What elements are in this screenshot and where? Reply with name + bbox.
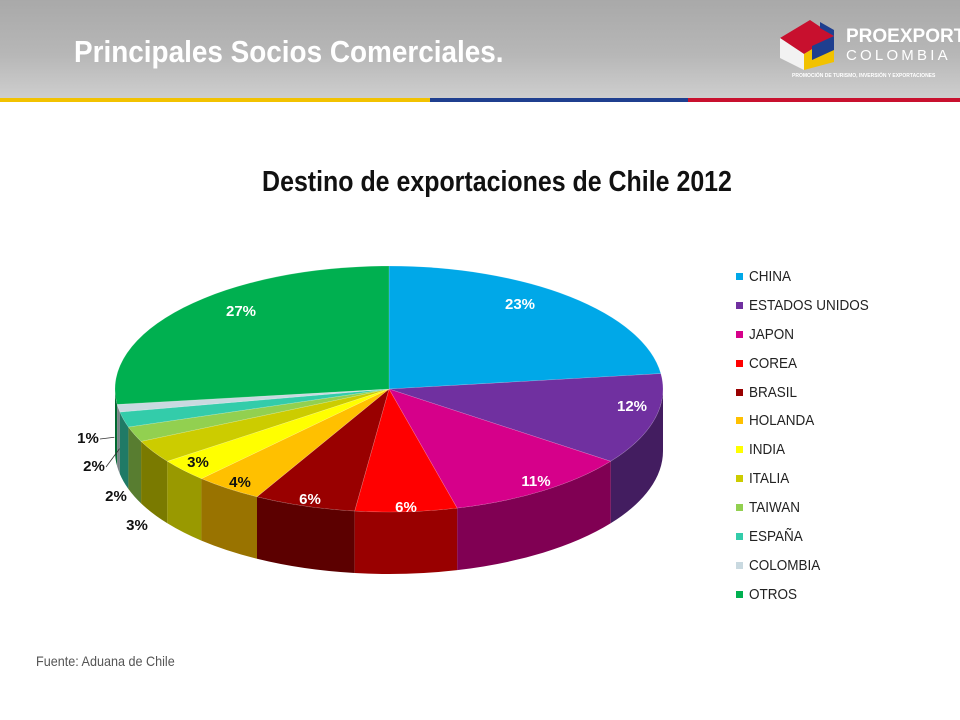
legend-label: COLOMBIA xyxy=(749,556,821,574)
data-label-italia: 3% xyxy=(126,517,148,534)
legend-label: HOLANDA xyxy=(749,412,815,430)
legend-swatch xyxy=(736,446,743,454)
data-label-japon: 11% xyxy=(521,473,550,490)
legend-swatch xyxy=(736,590,743,598)
pie-side-colombia xyxy=(117,404,120,475)
pie-side-italia xyxy=(141,441,168,524)
source-note: Fuente: Aduana de Chile xyxy=(36,653,175,669)
legend-label: TAIWAN xyxy=(749,499,801,517)
data-label-corea: 6% xyxy=(395,499,417,516)
legend-swatch xyxy=(736,301,743,309)
legend-swatch xyxy=(736,272,743,280)
pie-slice-holanda xyxy=(200,388,390,498)
data-label-china: 23% xyxy=(505,296,535,313)
pie-slice-otros xyxy=(114,265,390,405)
legend-item-india: INDIA xyxy=(736,435,946,464)
legend-swatch xyxy=(736,532,743,540)
data-label-india: 3% xyxy=(187,454,209,471)
legend-label: OTROS xyxy=(749,585,798,603)
pie-side-otros xyxy=(115,389,118,467)
data-label-colombia: 1% xyxy=(77,430,99,447)
chart-legend: CHINA ESTADOS UNIDOS JAPON COREA BRASIL HOLAN… xyxy=(736,262,946,609)
legend-swatch xyxy=(736,504,743,512)
legend-item-colombia: COLOMBIA xyxy=(736,551,946,580)
legend-label: ITALIA xyxy=(749,470,790,488)
legend-item-corea: COREA xyxy=(736,349,946,378)
legend-item-españa: ESPAÑA xyxy=(736,522,946,551)
legend-item-otros: OTROS xyxy=(736,580,946,609)
chart-title: Destino de exportaciones de Chile 2012 xyxy=(262,166,732,198)
legend-label: BRASIL xyxy=(749,383,798,401)
pie-slice-italia xyxy=(140,388,390,462)
logo-word-colombia: COLOMBIA xyxy=(846,47,951,64)
pie-side-japon xyxy=(457,461,611,571)
header-stripe xyxy=(0,98,960,102)
legend-item-brasil: BRASIL xyxy=(736,378,946,407)
legend-label: ESPAÑA xyxy=(749,527,803,545)
pie-slice-china xyxy=(388,265,662,390)
logo-tagline: PROMOCIÓN DE TURISMO, INVERSIÓN Y EXPORT… xyxy=(792,73,936,79)
pie-side-corea xyxy=(354,508,458,574)
pie-slice-india xyxy=(166,388,390,479)
data-label-otros: 27% xyxy=(226,303,256,320)
legend-label: JAPON xyxy=(749,325,795,343)
leader-line-españa xyxy=(105,448,120,468)
data-label-taiwan: 2% xyxy=(105,488,127,505)
legend-item-italia: ITALIA xyxy=(736,464,946,493)
legend-swatch xyxy=(736,388,743,396)
data-label-estados-unidos: 12% xyxy=(617,398,647,415)
pie-side-taiwan xyxy=(128,427,142,504)
proexport-logo: PROEXPORT COLOMBIA PROMOCIÓN DE TURISMO,… xyxy=(774,16,960,88)
header-bar: Principales Socios Comerciales. PROEXPOR… xyxy=(0,0,960,100)
legend-swatch xyxy=(736,475,743,483)
pie-side-españa xyxy=(119,412,129,490)
legend-label: COREA xyxy=(749,354,798,372)
pie-side-estados-unidos xyxy=(610,389,663,524)
logo-word-proexport: PROEXPORT xyxy=(846,26,960,47)
legend-item-taiwan: TAIWAN xyxy=(736,493,946,522)
legend-swatch xyxy=(736,417,743,425)
pie-side-brasil xyxy=(256,496,355,574)
legend-item-holanda: HOLANDA xyxy=(736,406,946,435)
pie-slice-estados-unidos xyxy=(388,373,664,462)
stripe-blue xyxy=(430,98,688,102)
pie-slice-brasil xyxy=(256,388,390,512)
page-title: Principales Socios Comerciales. xyxy=(74,34,504,69)
legend-item-china: CHINA xyxy=(736,262,946,291)
data-label-españa: 2% xyxy=(83,458,105,475)
pie-slice-colombia xyxy=(116,388,390,413)
legend-swatch xyxy=(736,561,743,569)
legend-label: INDIA xyxy=(749,441,786,459)
pie-slice-japon xyxy=(388,388,612,509)
pie-slice-corea xyxy=(354,388,458,513)
leader-line-colombia xyxy=(99,436,115,440)
legend-swatch xyxy=(736,359,743,367)
pie-slice-taiwan xyxy=(127,388,390,442)
stripe-yellow xyxy=(0,98,430,102)
pie-slice-españa xyxy=(119,388,390,428)
legend-label: ESTADOS UNIDOS xyxy=(749,296,869,314)
stripe-red xyxy=(688,98,960,102)
pie-side-india xyxy=(167,461,202,541)
data-label-holanda: 4% xyxy=(229,474,251,491)
data-label-brasil: 6% xyxy=(299,491,321,508)
pie-side-holanda xyxy=(201,478,257,559)
legend-label: CHINA xyxy=(749,267,792,285)
proexport-logo-icon xyxy=(780,20,834,70)
legend-item-estados-unidos: ESTADOS UNIDOS xyxy=(736,291,946,320)
legend-swatch xyxy=(736,330,743,338)
legend-item-japon: JAPON xyxy=(736,320,946,349)
